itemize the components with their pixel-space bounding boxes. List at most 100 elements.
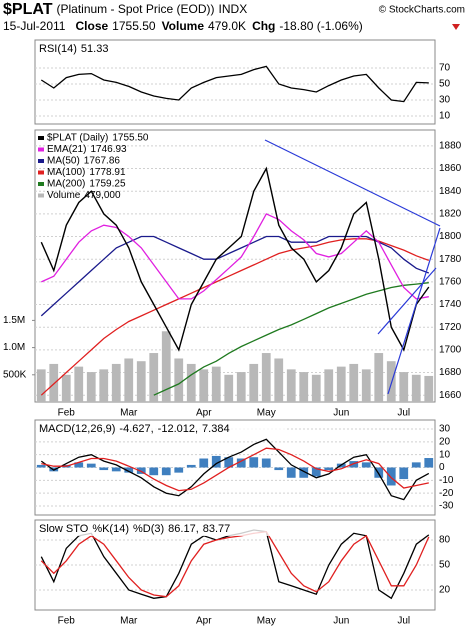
change-label: Chg: [252, 19, 275, 33]
legend-label: %K(14): [92, 523, 129, 535]
line: [40, 235, 430, 317]
trendline: [377, 267, 437, 335]
x-tick-label: Apr: [196, 408, 212, 419]
bar: [399, 372, 409, 402]
credit: © StockCharts.com: [379, 5, 465, 16]
line: [41, 447, 429, 492]
bar: [386, 467, 396, 486]
y-tick-label: 80: [439, 535, 451, 546]
bar: [186, 464, 196, 468]
legend-swatch: [38, 147, 44, 152]
bar: [361, 369, 371, 402]
y-tick-label: -30: [439, 501, 454, 512]
bar: [299, 467, 309, 478]
y-tick-label: 30: [439, 424, 451, 435]
bar: [374, 353, 384, 402]
y-tick-label: 1860: [439, 163, 462, 174]
bar: [86, 372, 96, 402]
legend-value: 51.33: [81, 43, 109, 55]
change: -18.80 (-1.06%): [279, 19, 362, 33]
y-tick-label: 10: [439, 111, 451, 122]
bar: [224, 374, 234, 402]
legend-swatch: [38, 170, 44, 175]
bar: [124, 358, 134, 402]
legend-label: $PLAT (Daily): [47, 133, 108, 144]
legend-swatch: [38, 193, 44, 198]
line: [40, 438, 430, 501]
bar: [99, 467, 109, 471]
x-tick-label: Mar: [120, 616, 138, 627]
date: 15-Jul-2011: [3, 19, 66, 33]
bar: [36, 369, 46, 402]
legend-swatch: [38, 159, 44, 163]
bar: [236, 458, 246, 468]
y-tick-label: 1820: [439, 209, 462, 220]
bar: [324, 467, 334, 471]
y-tick-label: -10: [439, 475, 454, 486]
line: [40, 531, 430, 598]
line: [40, 238, 430, 396]
legend-bg: [36, 42, 286, 56]
y-tick-label: -20: [439, 488, 454, 499]
bar: [111, 467, 121, 472]
bar: [211, 455, 221, 468]
bar: [174, 467, 184, 473]
header-info: 15-Jul-2011 Close 1755.50 Volume 479.0K Chg -1…: [3, 19, 363, 33]
bar: [199, 458, 209, 468]
y-tick-label: 1800: [439, 231, 462, 242]
legend-value: 1746.93: [90, 144, 127, 155]
exchange: INDX: [219, 2, 248, 16]
legend-value: 7.384: [202, 423, 230, 435]
panel: [34, 129, 436, 403]
bar: [274, 358, 284, 402]
y-tick-label: 1720: [439, 322, 462, 333]
line: [40, 65, 429, 103]
bar: [186, 363, 196, 402]
bar: [261, 353, 271, 402]
y-tick-label: 20: [439, 436, 451, 447]
y2-tick-label: 1.0M: [3, 342, 25, 353]
legend-value: 83.77: [203, 523, 231, 535]
bar: [286, 467, 296, 478]
legend-bg: [36, 422, 286, 436]
x-tick-label: Jul: [397, 408, 410, 419]
bar: [399, 467, 409, 480]
x-tick-label: Feb: [58, 408, 76, 419]
y-tick-label: 1760: [439, 277, 462, 288]
bar: [111, 363, 121, 402]
volume-label: Volume: [162, 19, 205, 33]
bar: [361, 462, 371, 468]
y-tick-label: 0: [439, 462, 445, 473]
legend-bg: [36, 522, 286, 536]
y-tick-label: 50: [439, 560, 451, 571]
y-tick-label: 50: [439, 79, 451, 90]
legend-value: 1759.25: [89, 179, 126, 190]
bar: [86, 463, 96, 468]
bar: [299, 372, 309, 402]
instrument-name: (Platinum - Spot Price (EOD)): [56, 2, 214, 16]
y2-tick-label: 500K: [3, 369, 27, 380]
bar: [261, 458, 271, 468]
bar: [74, 462, 84, 468]
y-tick-label: 1680: [439, 367, 462, 378]
legend-label: EMA(21): [47, 144, 86, 155]
x-tick-label: Feb: [58, 616, 76, 627]
legend-value: -12.012,: [158, 423, 198, 435]
trendlines: [264, 139, 441, 395]
bar: [324, 369, 334, 402]
x-tick-label: Mar: [120, 408, 138, 419]
legend-value: 1755.50: [112, 133, 149, 144]
bar: [149, 353, 159, 402]
y-tick-label: 70: [439, 63, 451, 74]
bar: [149, 467, 159, 476]
bar: [74, 366, 84, 402]
y-tick-label: 1740: [439, 299, 462, 310]
legend-value: 1767.86: [84, 156, 121, 167]
y-tick-label: 10: [439, 449, 451, 460]
x-tick-label: Jul: [397, 616, 410, 627]
bar: [236, 372, 246, 402]
bar: [311, 374, 321, 402]
bar: [124, 467, 134, 473]
legend-title: Slow STO: [39, 523, 89, 535]
